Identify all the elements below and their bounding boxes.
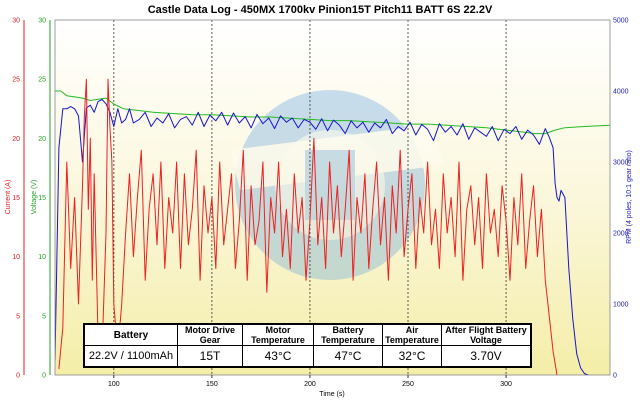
rpm-tick-1000: 1000 [613, 302, 629, 309]
rpm-axis: 0 1000 2000 3000 4000 5000 [613, 18, 629, 380]
header-battery-temperature: Battery Temperature [313, 323, 383, 346]
rpm-tick-4000: 4000 [613, 89, 629, 96]
rpm-axis-label: RPM (4 poles, 10:1 gear ratio) [626, 150, 633, 244]
value-after-flight-battery-voltage: 3.70V [441, 345, 532, 368]
value-motor-temperature: 43°C [242, 345, 314, 368]
voltage-tick-30: 30 [38, 18, 46, 25]
table-header-row: Battery Motor Drive Gear Motor Temperatu… [83, 323, 532, 346]
current-tick-30: 30 [12, 18, 20, 25]
header-motor-drive-gear: Motor Drive Gear [177, 323, 243, 346]
value-motor-drive-gear: 15T [177, 345, 243, 368]
series-layer [55, 78, 610, 375]
series-rpm-line [55, 99, 589, 375]
voltage-tick-20: 20 [38, 136, 46, 143]
x-axis-label: Time (s) [319, 391, 344, 398]
current-tick-5: 5 [16, 313, 20, 320]
rpm-tick-5000: 5000 [613, 18, 629, 25]
series-voltage-line [55, 90, 610, 135]
header-motor-temperature: Motor Temperature [242, 323, 314, 346]
value-battery-temperature: 47°C [313, 345, 383, 368]
current-tick-15: 15 [12, 195, 20, 202]
voltage-axis: 0 5 10 15 20 25 30 [38, 18, 51, 380]
x-axis: 100 150 200 250 300 [108, 375, 512, 388]
value-air-temperature: 32°C [382, 345, 442, 368]
x-tick-300: 300 [500, 381, 512, 388]
voltage-tick-25: 25 [38, 77, 46, 84]
header-battery: Battery [83, 323, 178, 346]
plot-background [55, 20, 610, 375]
value-battery: 22.2V / 1100mAh [83, 345, 178, 368]
x-tick-150: 150 [206, 381, 218, 388]
current-axis-label: Current (A) [5, 180, 12, 215]
table-value-row: 22.2V / 1100mAh 15T 43°C 47°C 32°C 3.70V [83, 345, 532, 368]
voltage-tick-10: 10 [38, 254, 46, 261]
plot-frame [54, 19, 611, 376]
chart-title: Castle Data Log - 450MX 1700kv Pinion15T… [148, 4, 493, 16]
current-tick-20: 20 [12, 136, 20, 143]
x-tick-100: 100 [108, 381, 120, 388]
series-current-line [58, 78, 558, 375]
x-tick-250: 250 [402, 381, 414, 388]
x-tick-200: 200 [304, 381, 316, 388]
voltage-axis-label: Voltage (V) [31, 180, 38, 215]
current-axis: 0 5 10 15 20 25 30 [12, 18, 25, 380]
watermark-logo [230, 90, 445, 280]
flight-info-table: Battery Motor Drive Gear Motor Temperatu… [83, 323, 532, 368]
rpm-tick-0: 0 [613, 373, 617, 380]
voltage-tick-0: 0 [42, 373, 46, 380]
header-air-temperature: Air Temperature [382, 323, 442, 346]
current-tick-0: 0 [16, 373, 20, 380]
header-after-flight-battery-voltage: After Flight Battery Voltage [441, 323, 532, 346]
voltage-tick-15: 15 [38, 195, 46, 202]
voltage-tick-5: 5 [42, 313, 46, 320]
current-tick-25: 25 [12, 77, 20, 84]
rpm-tick-3000: 3000 [613, 160, 629, 167]
rpm-tick-2000: 2000 [613, 231, 629, 238]
current-tick-10: 10 [12, 254, 20, 261]
